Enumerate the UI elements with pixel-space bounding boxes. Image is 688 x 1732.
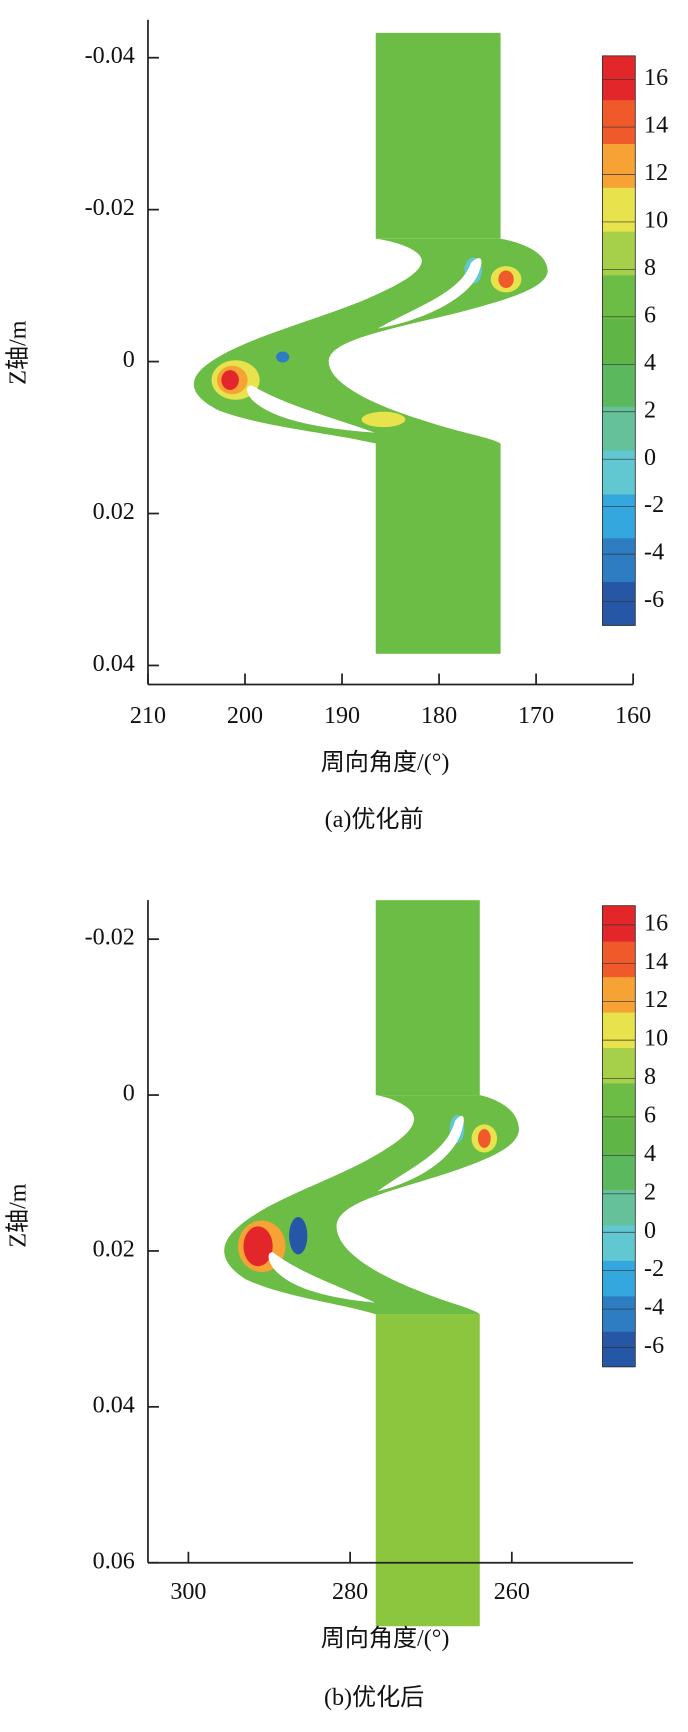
colorbar-band [602,318,636,364]
colorbar-band [602,537,636,583]
x-tick-label: 170 [518,703,554,729]
x-tick-label: 300 [170,1579,206,1605]
colorbar-label: 2 [644,1179,656,1205]
y-tick-label: 0.02 [93,1236,135,1262]
colorbar-band [602,1118,636,1155]
colorbar-band [602,55,636,101]
colorbar-label: 8 [644,1064,656,1090]
colorbar-label: 0 [644,1218,656,1244]
colorbar-band [602,1047,636,1084]
colorbar-label: 12 [644,160,668,186]
colorbar-band [602,976,636,1013]
colorbar-band [602,1189,636,1226]
colorbar-label: 10 [644,1026,668,1052]
colorbar-band [602,493,636,539]
colorbar-label: 10 [644,207,668,233]
colorbar-band [602,1153,636,1190]
x-tick-label: 200 [227,703,263,729]
colorbar-label: 16 [644,910,668,936]
colorbar-label: 14 [644,949,668,975]
colorbar-band [602,1331,636,1368]
colorbar-label: 16 [644,65,668,91]
caption: (b)优化后 [324,1684,424,1711]
colorbar-label: 14 [644,113,668,139]
y-tick-label: -0.02 [85,195,135,221]
colorbar-label: -6 [644,1333,664,1359]
y-tick-label: 0.02 [93,499,135,525]
y-tick-label: -0.02 [85,925,135,951]
colorbar-band [602,941,636,978]
colorbar-band [602,99,636,145]
x-tick-label: 190 [324,703,360,729]
colorbar-band [602,1295,636,1332]
colorbar-band [602,1012,636,1049]
colorbar-band [602,406,636,451]
colorbar-band [602,143,636,188]
x-tick-label: 260 [494,1579,530,1605]
colorbar-label: 0 [644,445,656,471]
x-tick-label: 280 [332,1579,368,1605]
y-tick-label: 0 [123,1081,135,1107]
x-tick-label: 180 [421,703,457,729]
colorbar-band [602,274,636,320]
contour-field [193,32,548,654]
y-tick-label: 0.04 [93,651,135,677]
colorbar-label: 8 [644,255,656,281]
y-tick-label: 0.04 [93,1392,135,1418]
y-tick-label: 0 [123,347,135,373]
colorbar-band [602,362,636,407]
colorbar-band [602,1082,636,1119]
y-tick-label: 0.06 [93,1548,135,1574]
x-axis-label: 周向角度/(°) [321,1625,450,1652]
colorbar-label: 4 [644,350,656,376]
colorbar-label: 2 [644,397,656,423]
colorbar-frame [602,905,636,1368]
colorbar-label: -2 [644,1256,664,1282]
colorbar-label: 6 [644,1103,656,1129]
colorbar-band [602,905,636,942]
colorbar-label: -6 [644,587,664,613]
contour-field [224,900,519,1627]
caption: (a)优化前 [325,806,424,833]
x-tick-label: 160 [615,703,651,729]
colorbar-label: -4 [644,1295,664,1321]
y-axis-label: Z轴/m [4,320,31,384]
colorbar-label: 12 [644,987,668,1013]
x-axis-label: 周向角度/(°) [321,749,450,776]
colorbar-label: 6 [644,302,656,328]
x-tick-label: 210 [130,703,166,729]
colorbar-band [602,231,636,276]
y-axis-label: Z轴/m [4,1183,31,1247]
colorbar-label: 4 [644,1141,656,1167]
colorbar-frame [602,55,636,626]
colorbar-band [602,1260,636,1297]
y-tick-label: -0.04 [85,43,135,69]
colorbar-band [602,450,636,495]
colorbar-label: -4 [644,540,664,566]
colorbar-band [602,581,636,626]
colorbar-band [602,187,636,232]
colorbar-band [602,1224,636,1261]
colorbar-label: -2 [644,492,664,518]
